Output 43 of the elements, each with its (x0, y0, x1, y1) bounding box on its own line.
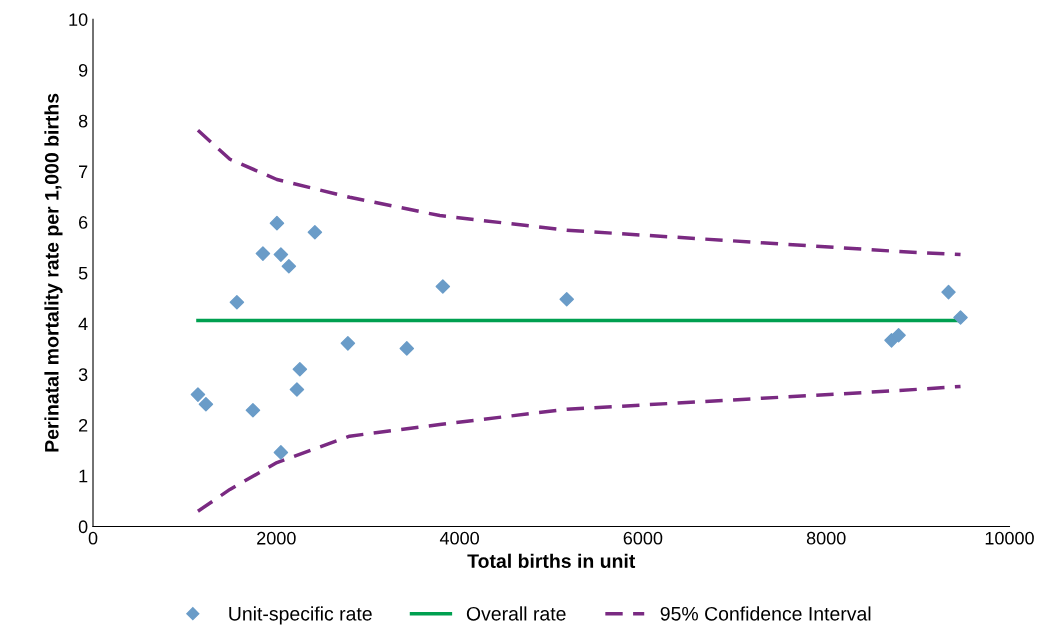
line-series (196, 384, 963, 513)
y-tick-label: 9 (78, 63, 88, 77)
point (281, 258, 297, 274)
x-tick-label: 4000 (439, 531, 479, 545)
y-tick-label: 4 (78, 317, 88, 331)
y-tick-label: 3 (78, 368, 88, 382)
point (435, 279, 451, 294)
y-tick-label: 8 (78, 114, 88, 128)
point (198, 396, 214, 412)
y-tick-label: 7 (79, 165, 88, 178)
point (953, 310, 968, 325)
point (229, 294, 245, 310)
point (559, 291, 575, 307)
point (340, 336, 356, 351)
point (292, 361, 308, 377)
point (307, 224, 323, 240)
y-tick-label: 10 (69, 13, 88, 26)
x-tick-label: 6000 (623, 531, 663, 545)
x-tick-label: 2000 (257, 531, 296, 545)
point (891, 327, 906, 343)
legend-label: 95% Confidence Interval (660, 606, 871, 621)
y-tick-label: 6 (79, 216, 88, 229)
point (941, 284, 956, 300)
point (190, 387, 206, 402)
x-tick-label: 0 (88, 531, 98, 545)
point (245, 403, 261, 418)
y-tick-label: 2 (79, 418, 88, 432)
y-axis-title: Perinatal mortality rate per 1,000 births (44, 93, 63, 452)
point (289, 382, 305, 397)
x-tick-label: 8000 (806, 531, 846, 545)
point (255, 246, 271, 261)
point (273, 247, 289, 262)
point (399, 341, 415, 356)
point (269, 215, 285, 231)
x-axis-title: Total births in unit (467, 553, 636, 568)
y-tick-label: 0 (78, 520, 88, 534)
line-series (196, 128, 963, 257)
y-tick-label: 5 (78, 266, 88, 280)
legend-label: Overall rate (466, 606, 566, 621)
point (273, 445, 289, 460)
legend-label: Unit-specific rate (229, 606, 372, 625)
x-tick-label: 10000 (985, 531, 1034, 545)
y-tick-label: 1 (79, 469, 88, 483)
